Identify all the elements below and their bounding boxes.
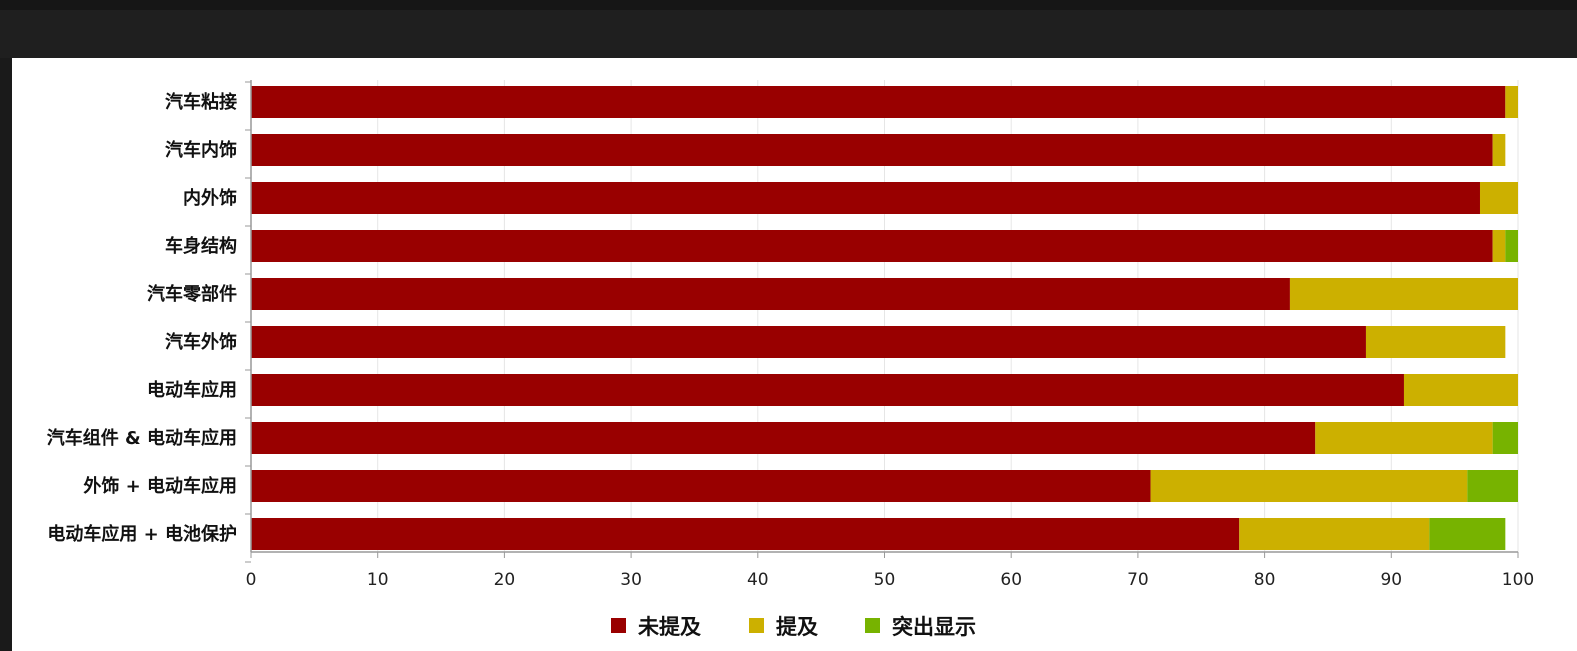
legend[interactable]: 未提及 提及 突出显示 <box>611 615 976 639</box>
bar-segment[interactable] <box>251 278 1290 310</box>
x-tick-label: 100 <box>1502 570 1534 590</box>
x-tick-label: 0 <box>246 570 257 590</box>
bar-segment[interactable] <box>1505 230 1518 262</box>
bar-segment[interactable] <box>1492 422 1518 454</box>
bar-segment[interactable] <box>251 182 1480 214</box>
bar-segment[interactable] <box>1505 86 1518 118</box>
category-label: 汽车零部件 <box>147 283 237 305</box>
bar-segment[interactable] <box>1467 470 1518 502</box>
legend-item[interactable]: 未提及 <box>611 615 702 639</box>
x-tick-label: 70 <box>1127 570 1149 590</box>
bar-segment[interactable] <box>251 470 1151 502</box>
x-tick-labels: 0 10 20 30 40 50 60 70 80 90 100 <box>246 570 1535 590</box>
category-label: 电动车应用 + 电池保护 <box>47 523 237 545</box>
category-label: 汽车粘接 <box>165 91 237 113</box>
bars <box>251 86 1518 550</box>
legend-swatch <box>749 618 764 633</box>
x-tick-label: 30 <box>620 570 642 590</box>
bar-segment[interactable] <box>251 86 1506 118</box>
bar-segment[interactable] <box>251 230 1493 262</box>
legend-label: 未提及 <box>638 615 702 639</box>
bar-segment[interactable] <box>251 134 1493 166</box>
category-label: 汽车内饰 <box>165 139 237 161</box>
x-tick-label: 60 <box>1000 570 1022 590</box>
bar-segment[interactable] <box>1239 518 1430 550</box>
bar-segment[interactable] <box>1315 422 1493 454</box>
bar-segment[interactable] <box>1403 374 1518 406</box>
bar-segment[interactable] <box>251 326 1366 358</box>
x-tick-label: 20 <box>494 570 516 590</box>
category-label: 内外饰 <box>183 187 237 209</box>
bar-segment[interactable] <box>251 374 1404 406</box>
legend-item[interactable]: 突出显示 <box>865 615 976 639</box>
bar-segment[interactable] <box>1150 470 1468 502</box>
category-label: 外饰 + 电动车应用 <box>83 475 237 497</box>
legend-swatch <box>865 618 880 633</box>
bar-segment[interactable] <box>1492 230 1506 262</box>
legend-label: 提及 <box>776 615 819 639</box>
bar-segment[interactable] <box>1289 278 1518 310</box>
axes <box>245 80 1519 563</box>
bar-segment[interactable] <box>251 518 1240 550</box>
category-label: 汽车组件 & 电动车应用 <box>47 427 237 449</box>
x-tick-label: 40 <box>747 570 769 590</box>
bar-segment[interactable] <box>1479 182 1518 214</box>
x-tick-label: 80 <box>1254 570 1276 590</box>
bar-segment[interactable] <box>1429 518 1506 550</box>
x-tick-label: 90 <box>1380 570 1402 590</box>
category-label: 电动车应用 <box>147 379 237 401</box>
bar-segment[interactable] <box>1365 326 1506 358</box>
window-top-bar <box>0 0 1577 58</box>
legend-item[interactable]: 提及 <box>749 615 819 639</box>
x-tick-label: 10 <box>367 570 389 590</box>
x-tick-label: 50 <box>874 570 896 590</box>
category-label: 车身结构 <box>165 235 237 257</box>
bar-segment[interactable] <box>1492 134 1506 166</box>
bar-segment[interactable] <box>251 422 1316 454</box>
legend-swatch <box>611 618 626 633</box>
legend-label: 突出显示 <box>892 615 976 639</box>
category-label: 汽车外饰 <box>165 331 237 353</box>
